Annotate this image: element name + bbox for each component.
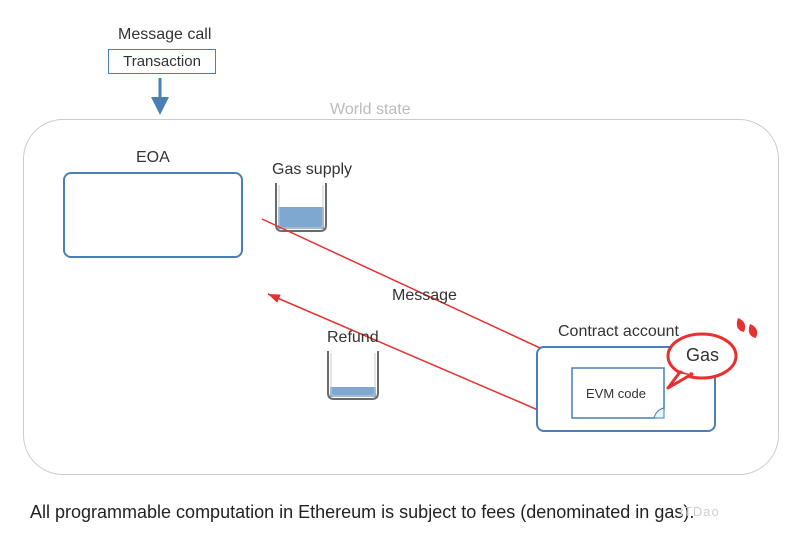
transaction-box: Transaction [108, 49, 216, 74]
message-label: Message [392, 287, 457, 305]
transaction-label: Transaction [123, 53, 201, 70]
eoa-box [63, 172, 243, 258]
refund-label: Refund [327, 329, 379, 347]
world-state-label: World state [330, 101, 411, 119]
gas-label: Gas [686, 345, 719, 366]
message-call-label: Message call [118, 26, 211, 44]
watermark-text: iTDao [680, 504, 720, 519]
caption-text: All programmable computation in Ethereum… [30, 502, 694, 523]
evm-code-label: EVM code [586, 386, 646, 401]
eoa-label: EOA [136, 149, 170, 167]
gas-supply-label: Gas supply [272, 161, 352, 179]
contract-account-label: Contract account [558, 323, 679, 341]
